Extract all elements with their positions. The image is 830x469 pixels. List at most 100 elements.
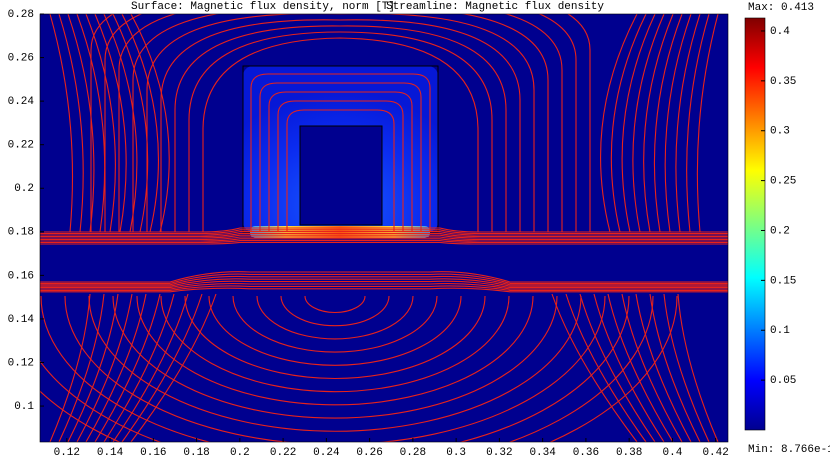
streamline [58, 293, 105, 442]
streamline [130, 14, 170, 233]
streamline [635, 293, 692, 442]
colorbar [744, 17, 766, 431]
colorbar-tick-label: 0.35 [770, 76, 796, 88]
subtitle: Streamline: Magnetic flux density [386, 1, 604, 13]
streamline [202, 37, 479, 232]
streamline [112, 295, 558, 419]
x-tick-label: 0.22 [270, 447, 296, 459]
streamline [136, 295, 534, 406]
streamline [653, 14, 683, 233]
streamline [664, 14, 692, 233]
streamline [118, 14, 563, 232]
streamline [649, 293, 701, 442]
streamline [112, 14, 149, 233]
streamline [40, 285, 728, 291]
x-tick-label: 0.38 [616, 447, 642, 459]
streamline [677, 293, 719, 442]
streamline [104, 14, 577, 232]
y-tick-label: 0.18 [8, 227, 34, 239]
streamline [256, 295, 414, 340]
streamline [40, 234, 728, 239]
streamline [64, 295, 606, 442]
colorbar-min: Min: 8.766e-14 [748, 444, 830, 456]
y-tick-label: 0.24 [8, 96, 35, 108]
x-tick-label: 0.2 [230, 447, 250, 459]
streamline [250, 73, 431, 231]
streamline [280, 295, 390, 327]
colorbar-tick-label: 0.25 [770, 176, 796, 188]
streamline [40, 229, 728, 235]
streamline [88, 295, 582, 432]
streamline [103, 293, 175, 442]
streamline [85, 14, 116, 233]
streamline [610, 14, 647, 233]
streamline [40, 227, 728, 233]
streamline [621, 14, 656, 233]
colorbar-tick-label: 0.2 [770, 225, 790, 237]
streamline [160, 19, 521, 232]
streamline [40, 273, 728, 284]
streamline [40, 232, 728, 238]
streamline [49, 14, 74, 233]
y-tick-label: 0.22 [8, 140, 34, 152]
y-tick-label: 0.26 [8, 52, 34, 64]
streamline [600, 14, 638, 233]
streamline [85, 293, 147, 442]
streamline [40, 275, 728, 286]
x-tick-label: 0.16 [140, 447, 166, 459]
colorbar-max: Max: 0.413 [748, 2, 814, 14]
streamline [621, 293, 683, 442]
x-tick-label: 0.32 [486, 447, 512, 459]
streamline [579, 293, 656, 442]
streamline [76, 14, 106, 233]
streamline [76, 293, 133, 442]
streamline [696, 14, 719, 233]
x-tick-label: 0.4 [663, 447, 683, 459]
streamline [132, 14, 549, 232]
streamline [40, 241, 728, 245]
x-tick-label: 0.18 [183, 447, 209, 459]
streamline [103, 14, 138, 233]
y-tick-label: 0.14 [8, 314, 35, 326]
streamline [58, 14, 84, 233]
streamline [121, 14, 159, 233]
streamline [67, 293, 119, 442]
streamline [188, 31, 493, 232]
streamline [632, 14, 665, 233]
streamline [675, 14, 701, 233]
streamline [232, 295, 438, 353]
streamline [40, 271, 728, 283]
streamline [40, 295, 630, 442]
x-tick-label: 0.24 [313, 447, 340, 459]
streamline [259, 82, 422, 231]
x-tick-label: 0.12 [54, 447, 80, 459]
streamline [94, 14, 127, 233]
y-tick-label: 0.16 [8, 270, 34, 282]
plot-frame [39, 13, 729, 443]
streamline [40, 240, 728, 244]
streamline [304, 295, 366, 314]
streamline [686, 14, 710, 233]
x-tick-label: 0.26 [356, 447, 382, 459]
streamline [593, 293, 665, 442]
streamline [40, 231, 728, 236]
streamline [174, 25, 507, 232]
x-tick-label: 0.34 [529, 447, 556, 459]
streamline [130, 293, 217, 442]
streamline [565, 293, 647, 442]
streamline [40, 278, 728, 287]
x-tick-label: 0.36 [573, 447, 599, 459]
colorbar-tick-label: 0.3 [770, 126, 790, 138]
streamline [277, 100, 404, 231]
streamline [607, 293, 674, 442]
streamline [90, 14, 591, 232]
x-tick-label: 0.28 [400, 447, 426, 459]
streamline [146, 14, 535, 232]
streamline [160, 295, 510, 393]
colorbar-tick-label: 0.05 [770, 375, 796, 387]
streamline [40, 287, 728, 293]
y-tick-label: 0.12 [8, 357, 34, 369]
streamline [268, 91, 413, 231]
streamline [184, 295, 486, 380]
